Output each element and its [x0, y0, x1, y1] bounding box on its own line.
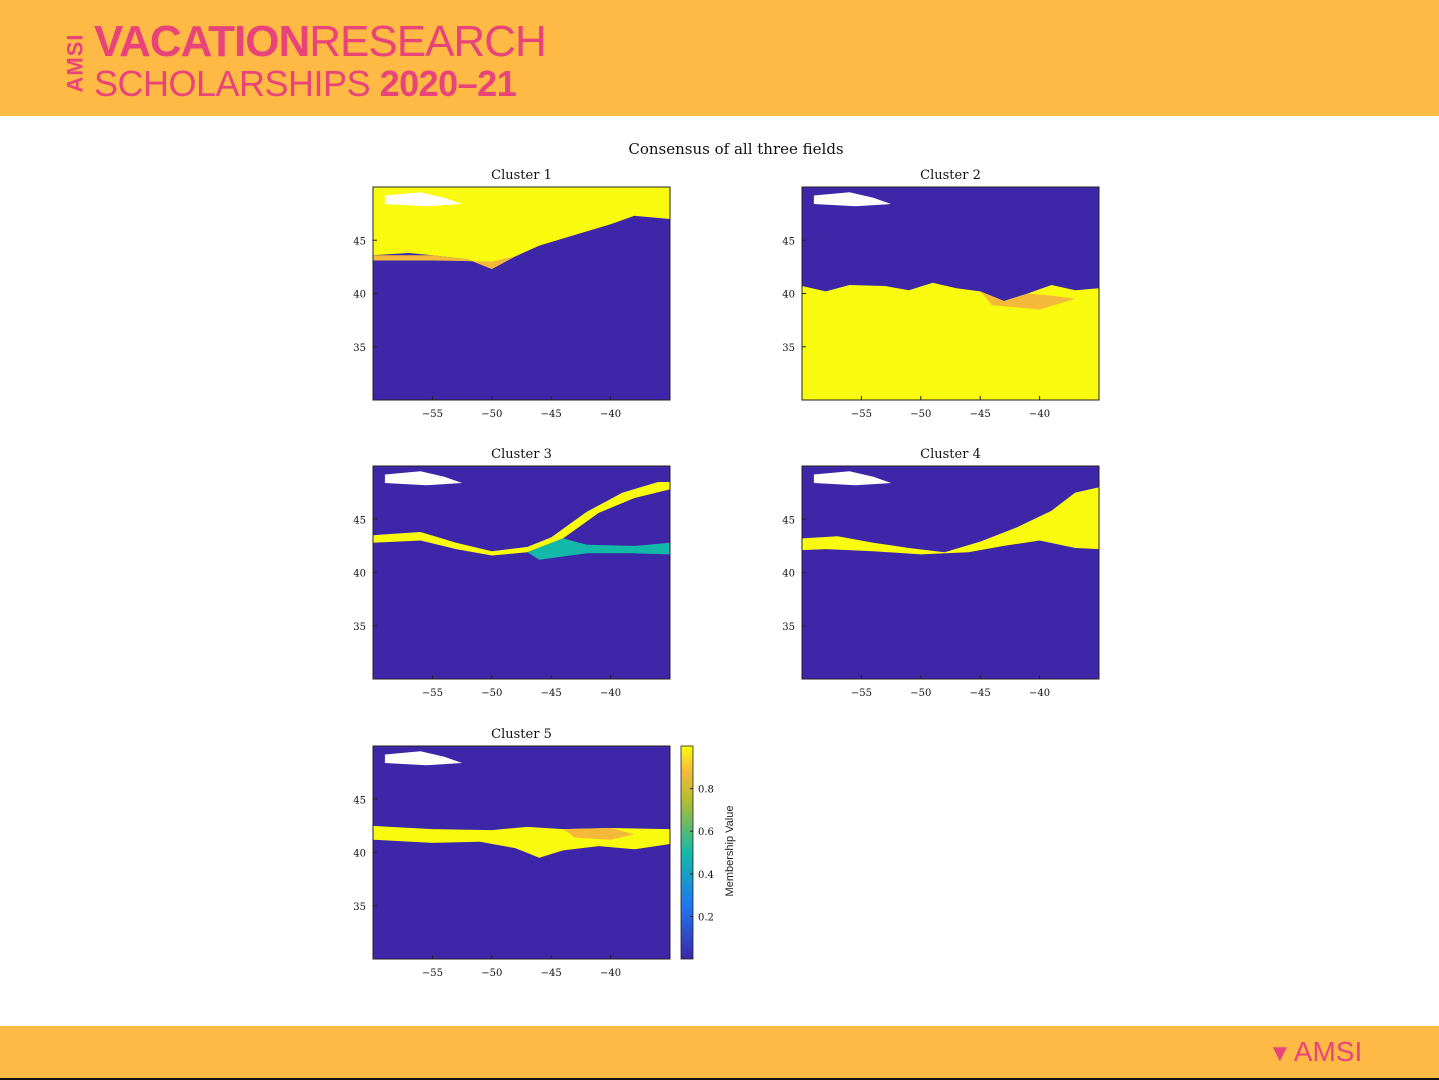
y-tick-label: 35 — [782, 622, 795, 633]
panel-background — [373, 746, 670, 959]
colorbar: 0.2 0.4 0.6 0.8 — [680, 745, 714, 960]
membership-region-2 — [527, 538, 670, 560]
land-mask — [384, 471, 463, 486]
panel-title: Cluster 1 — [491, 168, 552, 183]
membership-region-2 — [563, 828, 635, 840]
amsi-footer-logo: ▼AMSI — [1268, 1036, 1363, 1067]
panel-title: Cluster 5 — [491, 727, 552, 742]
land-mask — [384, 751, 463, 766]
x-tick-label: −50 — [481, 688, 502, 699]
x-tick-label: −45 — [541, 409, 562, 420]
x-tick-label: −45 — [541, 688, 562, 699]
x-tick-label: −45 — [970, 688, 991, 699]
header-band — [0, 0, 1439, 116]
x-tick-label: −40 — [1029, 409, 1050, 420]
x-tick-label: −40 — [600, 688, 621, 699]
footer-band — [0, 1026, 1439, 1078]
land-mask — [384, 192, 463, 207]
colorbar-tick-label: 0.8 — [698, 785, 714, 796]
panel-cluster-4: Cluster 4 −55 −50 −45 −40 35 40 45 — [782, 447, 1100, 699]
panel-title: Cluster 3 — [491, 447, 552, 462]
membership-region-2 — [373, 250, 540, 269]
figure-title: Consensus of all three fields — [628, 140, 844, 158]
colorbar-gradient — [680, 745, 694, 960]
amsi-mark-icon: ▼ — [1268, 1040, 1292, 1067]
x-tick-label: −55 — [851, 688, 872, 699]
y-tick-label: 40 — [782, 569, 795, 580]
panel-cluster-2: Cluster 2 −55 −50 −45 −40 35 40 45 — [782, 168, 1100, 420]
x-tick-label: −40 — [600, 968, 621, 979]
membership-region-1 — [802, 282, 1099, 400]
panel-cluster-3: Cluster 3 −55 −50 −45 −40 35 40 45 — [353, 447, 671, 699]
y-tick-label: 35 — [353, 622, 366, 633]
amsi-vrs-logo: AMSI VACATIONRESEARCH SCHOLARSHIPS 2020–… — [60, 20, 580, 104]
land-mask — [813, 192, 892, 207]
x-tick-label: −50 — [910, 409, 931, 420]
footer-rule — [0, 1078, 1439, 1080]
panel-title: Cluster 4 — [920, 447, 981, 462]
x-tick-label: −40 — [600, 409, 621, 420]
membership-region-1 — [373, 187, 670, 269]
x-tick-label: −40 — [1029, 688, 1050, 699]
colorbar-tick-label: 0.2 — [698, 912, 714, 923]
x-tick-label: −55 — [422, 409, 443, 420]
x-tick-label: −50 — [910, 688, 931, 699]
membership-region-1 — [802, 487, 1099, 555]
x-tick-label: −55 — [422, 968, 443, 979]
logo-line-1: VACATIONRESEARCH — [94, 17, 547, 66]
x-tick-label: −55 — [851, 409, 872, 420]
y-tick-label: 45 — [353, 515, 366, 526]
x-tick-label: −45 — [541, 968, 562, 979]
x-tick-label: −50 — [481, 409, 502, 420]
membership-region-2 — [980, 291, 1076, 310]
y-tick-label: 35 — [353, 343, 366, 354]
colorbar-tick-label: 0.4 — [698, 870, 714, 881]
y-tick-label: 35 — [353, 902, 366, 913]
panel-cluster-5: Cluster 5 −55 −50 −45 −40 35 40 45 — [353, 727, 671, 979]
logo-line-2: SCHOLARSHIPS 2020–21 — [94, 63, 517, 104]
y-tick-label: 40 — [353, 849, 366, 860]
colorbar-tick-label: 0.6 — [698, 827, 714, 838]
y-tick-label: 45 — [782, 236, 795, 247]
y-tick-label: 35 — [782, 343, 795, 354]
membership-region-1 — [373, 482, 670, 556]
y-tick-label: 40 — [782, 290, 795, 301]
land-mask — [813, 471, 892, 486]
panel-background — [802, 466, 1099, 679]
y-tick-label: 45 — [353, 795, 366, 806]
panel-title: Cluster 2 — [920, 168, 981, 183]
x-tick-label: −50 — [481, 968, 502, 979]
panel-cluster-1: Cluster 1 −55 −50 −45 −40 35 40 45 — [353, 168, 671, 420]
y-tick-label: 40 — [353, 290, 366, 301]
y-tick-label: 45 — [782, 515, 795, 526]
x-tick-label: −55 — [422, 688, 443, 699]
y-tick-label: 45 — [353, 236, 366, 247]
y-tick-label: 40 — [353, 569, 366, 580]
x-tick-label: −45 — [970, 409, 991, 420]
colorbar-label: Membership Value — [724, 805, 736, 897]
